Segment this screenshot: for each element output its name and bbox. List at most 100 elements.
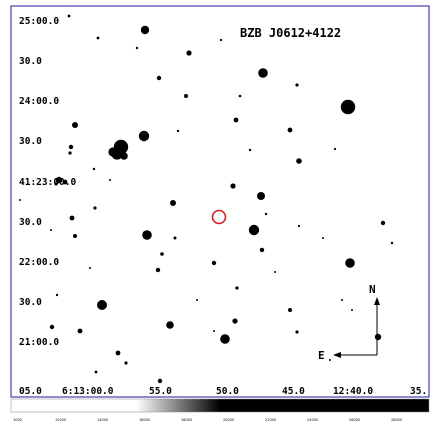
star <box>258 68 268 78</box>
star <box>248 224 260 236</box>
image-frame <box>10 5 430 398</box>
colorbar-tick-label: 20000 <box>223 418 234 422</box>
star <box>213 330 215 332</box>
east-label: E <box>318 349 325 362</box>
star <box>219 38 223 42</box>
colorbar-tick-label: 12000 <box>55 418 66 422</box>
star <box>49 324 55 330</box>
star <box>220 334 230 344</box>
star <box>390 241 394 245</box>
north-arrowhead <box>374 297 380 305</box>
star <box>235 286 239 290</box>
ra-label: 50.0 <box>216 386 239 397</box>
colorbar-tick-label: 18000 <box>181 418 192 422</box>
star <box>108 147 118 157</box>
star <box>374 333 382 341</box>
star <box>166 321 174 329</box>
star <box>322 237 324 239</box>
star <box>77 328 83 334</box>
east-arrowhead <box>333 352 341 358</box>
dec-label: 30.0 <box>19 56 42 67</box>
star <box>345 258 355 268</box>
star <box>109 179 111 181</box>
star <box>333 147 337 151</box>
star <box>232 318 238 324</box>
ra-label: 05.0 <box>19 386 42 397</box>
star <box>138 130 150 142</box>
dec-label: 21:00.0 <box>19 337 59 348</box>
star <box>68 144 74 150</box>
ra-label: 6:13:00.0 <box>62 386 114 397</box>
star <box>238 94 242 98</box>
colorbar-tick-label: 24000 <box>307 418 318 422</box>
star <box>19 199 21 201</box>
ra-label: 55.0 <box>149 386 172 397</box>
star <box>211 260 217 266</box>
colorbar-tick-label: 22000 <box>265 418 276 422</box>
colorbar-tick-label: 28000 <box>391 418 402 422</box>
star <box>73 234 77 238</box>
dec-label: 25:00.0 <box>19 16 59 27</box>
star <box>351 309 353 311</box>
dec-label: 30.0 <box>19 297 42 308</box>
target-marker <box>211 209 227 225</box>
star <box>93 206 97 210</box>
star <box>97 300 107 310</box>
star <box>92 167 96 171</box>
star <box>50 229 52 231</box>
star <box>140 25 150 35</box>
star <box>54 182 58 186</box>
star <box>341 299 343 301</box>
star <box>288 308 292 312</box>
star <box>329 359 331 361</box>
dec-label: 30.0 <box>19 217 42 228</box>
colorbar-tick-label: 1000 <box>13 418 22 422</box>
colorbar <box>10 398 430 413</box>
star <box>257 192 265 200</box>
star <box>233 117 239 123</box>
star <box>259 247 265 253</box>
chart-title: BZB J0612+4122 <box>240 26 341 40</box>
star <box>124 361 128 365</box>
star <box>274 271 276 273</box>
star <box>380 220 386 226</box>
star <box>340 99 356 115</box>
star-field <box>19 14 394 384</box>
star <box>115 350 121 356</box>
north-label: N <box>369 283 376 296</box>
star <box>156 75 162 81</box>
star <box>68 151 72 155</box>
star <box>67 14 71 18</box>
colorbar-ticks: 1000 12000 14000 16000 18000 20000 22000… <box>13 418 402 422</box>
star <box>135 46 139 50</box>
star <box>287 127 293 133</box>
star <box>62 179 68 185</box>
compass-rose: N E <box>318 283 380 362</box>
colorbar-tick-label: 16000 <box>139 418 150 422</box>
dec-label: 24:00.0 <box>19 96 59 107</box>
star <box>69 215 75 221</box>
star <box>120 152 128 160</box>
star <box>96 36 100 40</box>
star <box>55 293 59 297</box>
star <box>160 252 164 256</box>
dec-label: 22:00.0 <box>19 257 59 268</box>
star <box>89 267 91 269</box>
star <box>94 370 98 374</box>
star <box>186 50 192 56</box>
ra-label: 35. <box>410 386 427 397</box>
star <box>295 330 299 334</box>
ra-label: 12:40.0 <box>333 386 373 397</box>
star <box>176 129 180 133</box>
ra-label: 45.0 <box>282 386 305 397</box>
dec-label: 30.0 <box>19 136 42 147</box>
star <box>173 236 177 240</box>
star <box>142 230 152 240</box>
star <box>184 94 188 98</box>
star <box>264 212 268 216</box>
dec-label: 41:23:00.0 <box>19 177 76 188</box>
star <box>248 148 252 152</box>
colorbar-tick-label: 14000 <box>97 418 108 422</box>
star <box>72 122 78 128</box>
